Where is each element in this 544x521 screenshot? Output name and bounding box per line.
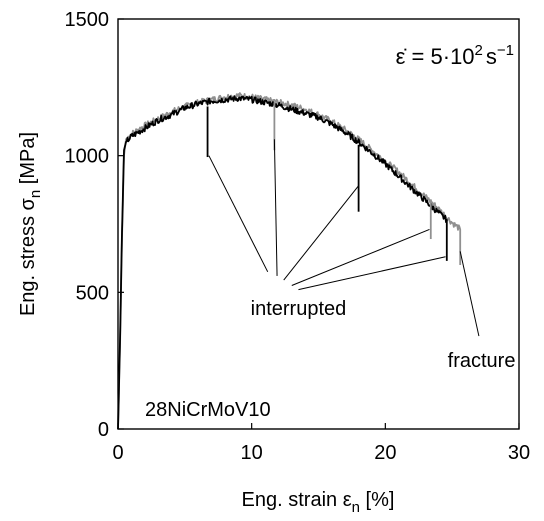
material-label: 28NiCrMoV10 bbox=[145, 399, 271, 421]
y-axis-title-sub: n bbox=[27, 190, 44, 198]
y-axis-title-unit: [MPa] bbox=[17, 132, 39, 190]
strain-rate-unit-exp: −1 bbox=[497, 42, 514, 59]
annotation-0: interrupted bbox=[251, 298, 347, 320]
y-tick-label-1: 500 bbox=[76, 282, 109, 304]
plot-layer: interrupted fracture bbox=[117, 92, 516, 430]
pointer-line-3 bbox=[291, 229, 430, 286]
strain-rate-unit: s bbox=[486, 44, 497, 69]
x-tick-label-2: 20 bbox=[374, 442, 396, 464]
x-tick-label-3: 30 bbox=[508, 442, 530, 464]
pointer-line-4 bbox=[298, 256, 446, 291]
y-axis-title-main: Eng. stress bbox=[17, 210, 39, 316]
strain-rate-eq: = 5·10 bbox=[405, 44, 474, 69]
pointer-line-5 bbox=[459, 251, 480, 337]
pointer-line-2 bbox=[283, 185, 359, 281]
pointer-line-0 bbox=[208, 155, 269, 273]
y-axis-title-symbol: σ bbox=[17, 197, 39, 210]
annotation-1: fracture bbox=[448, 350, 516, 372]
y-axis-title: Eng. stress σn [MPa] bbox=[17, 132, 44, 316]
x-axis-title-sub: n bbox=[352, 499, 360, 516]
x-tick-label-1: 10 bbox=[241, 442, 263, 464]
strain-rate-symbol: ε̇ bbox=[396, 44, 407, 69]
pointer-line-1 bbox=[273, 139, 278, 276]
x-axis-title-main: Eng. strain bbox=[242, 489, 343, 511]
y-tick-label-0: 0 bbox=[98, 419, 109, 441]
strain-rate-exp: 2 bbox=[475, 42, 483, 59]
plot-frame bbox=[117, 18, 520, 430]
y-tick-label-2: 1000 bbox=[65, 146, 110, 168]
axis-layer: 0 10 20 30 0 500 1000 1500 bbox=[65, 9, 531, 464]
series-0-line bbox=[117, 92, 462, 430]
x-tick-label-0: 0 bbox=[112, 442, 123, 464]
x-axis-title-symbol: ε bbox=[343, 489, 352, 511]
x-axis-title: Eng. strain εn [%] bbox=[242, 489, 395, 516]
y-tick-label-3: 1500 bbox=[65, 9, 110, 31]
strain-rate-label: ε̇ = 5·102 s−1 bbox=[396, 42, 514, 69]
series-1-line bbox=[117, 95, 448, 430]
x-axis-title-unit: [%] bbox=[360, 489, 394, 511]
